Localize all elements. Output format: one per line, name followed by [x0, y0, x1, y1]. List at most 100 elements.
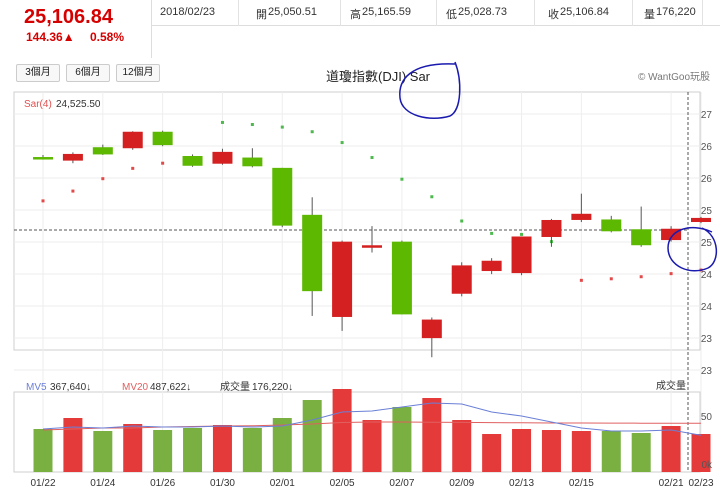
- volume-bar: [183, 428, 203, 472]
- quote-date: 2018/02/23: [160, 6, 216, 18]
- sar-point: [161, 161, 165, 165]
- mv20-line: [42, 421, 702, 431]
- volume-label: 量: [644, 9, 655, 21]
- volume-bar: [452, 420, 472, 472]
- y-tick-label: 24: [701, 270, 713, 281]
- candle-body: [571, 213, 592, 220]
- volume-bar: [272, 418, 292, 472]
- candle-body: [182, 156, 203, 166]
- candle-body: [272, 167, 293, 226]
- sar-point: [280, 125, 284, 129]
- volume-bar: [571, 431, 591, 472]
- price-change-percent: 0.58%: [90, 30, 125, 44]
- candle-body: [92, 147, 113, 155]
- sar-point: [101, 177, 105, 181]
- sar-point: [131, 166, 135, 170]
- x-tick-label: 02/01: [270, 478, 295, 489]
- volume-bar: [482, 434, 502, 472]
- candle-body: [242, 157, 263, 167]
- high-label: 高: [350, 9, 361, 21]
- sar-point: [340, 141, 344, 145]
- x-tick-label: 02/09: [449, 478, 474, 489]
- volume-bar: [93, 431, 113, 472]
- annotation-circle-price: [667, 226, 717, 272]
- candle-body: [691, 217, 711, 223]
- volume-bar: [302, 400, 322, 472]
- x-tick-label: 02/05: [330, 478, 355, 489]
- period-6m-button[interactable]: 6個月: [66, 64, 110, 82]
- sar-point: [220, 120, 224, 124]
- x-tick-label: 02/15: [569, 478, 594, 489]
- volume-bar: [541, 430, 561, 472]
- y-tick-label: 26: [701, 174, 713, 185]
- candle-body: [511, 236, 532, 274]
- volume-bar: [212, 425, 232, 472]
- sar-point: [370, 156, 374, 160]
- volume-bar: [422, 398, 442, 472]
- y-tick-label: 27: [701, 110, 713, 121]
- y-tick-label: 23: [701, 366, 713, 377]
- candle-body: [302, 214, 323, 292]
- mv20-legend-value: 487,622↓: [150, 382, 191, 393]
- volume-bar: [691, 434, 711, 472]
- sar-point: [460, 219, 464, 223]
- candle-body: [631, 229, 652, 246]
- volume-bar: [392, 407, 412, 472]
- annotation-circle-title: [399, 61, 461, 119]
- x-tick-label: 02/13: [509, 478, 534, 489]
- x-tick-label: 02/07: [389, 478, 414, 489]
- volume-bar: [512, 429, 532, 472]
- low-label: 低: [446, 9, 457, 21]
- candle-body: [391, 241, 412, 315]
- candle-body: [62, 153, 83, 161]
- candle-body: [421, 319, 442, 339]
- candle-body: [212, 151, 233, 164]
- sar-point: [41, 199, 45, 203]
- volume-bar: [242, 428, 262, 472]
- candle-body: [451, 265, 472, 294]
- open-label: 開: [256, 9, 267, 21]
- candle-body: [481, 260, 502, 272]
- volume-bar: [631, 433, 651, 472]
- volume-bar: [123, 424, 143, 472]
- sar-point: [250, 123, 254, 127]
- candle-body: [541, 219, 562, 237]
- sar-legend-label: Sar(4): [24, 99, 52, 110]
- volume-corner-label: 成交量: [656, 379, 686, 392]
- volume-legend-label: 成交量: [220, 380, 250, 393]
- sar-legend-value: 24,525.50: [56, 99, 101, 110]
- candle-body: [122, 131, 143, 149]
- candle-body: [152, 131, 173, 146]
- quote-detail-row: 2018/02/23 開 25,050.51 高 25,165.59 低 25,…: [152, 0, 720, 26]
- high-value: 25,165.59: [362, 6, 411, 18]
- volume-bar: [362, 420, 382, 472]
- last-price: 25,106.84: [24, 6, 113, 28]
- mv20-legend-label: MV20: [122, 382, 149, 393]
- quote-summary: 25,106.84 144.36▲ 0.58%: [0, 0, 152, 58]
- volume-value: 176,220: [656, 6, 696, 18]
- close-value: 25,106.84: [560, 6, 609, 18]
- volume-bar: [153, 430, 173, 472]
- sar-point: [669, 272, 673, 276]
- volume-bar: [63, 418, 83, 472]
- y-tick-label: 24: [701, 302, 713, 313]
- volume-y-tick-label: 0k: [701, 460, 713, 471]
- sar-point: [400, 177, 404, 181]
- price-change: 144.36▲: [26, 30, 75, 44]
- volume-y-tick-label: 50: [701, 412, 713, 423]
- sar-point: [430, 195, 434, 199]
- sar-point: [71, 189, 75, 193]
- open-value: 25,050.51: [268, 6, 317, 18]
- y-tick-label: 26: [701, 142, 713, 153]
- x-tick-label: 02/23: [688, 478, 713, 489]
- volume-bar: [601, 431, 621, 472]
- brand-credit: © WantGoo玩股: [638, 72, 711, 83]
- sar-point: [490, 231, 494, 235]
- candle-body: [33, 157, 53, 160]
- period-12m-button[interactable]: 12個月: [116, 64, 160, 82]
- volume-plot-frame: [13, 391, 701, 473]
- period-3m-button[interactable]: 3個月: [16, 64, 60, 82]
- y-tick-label: 25: [701, 206, 713, 217]
- volume-legend-value: 176,220↓: [252, 382, 293, 393]
